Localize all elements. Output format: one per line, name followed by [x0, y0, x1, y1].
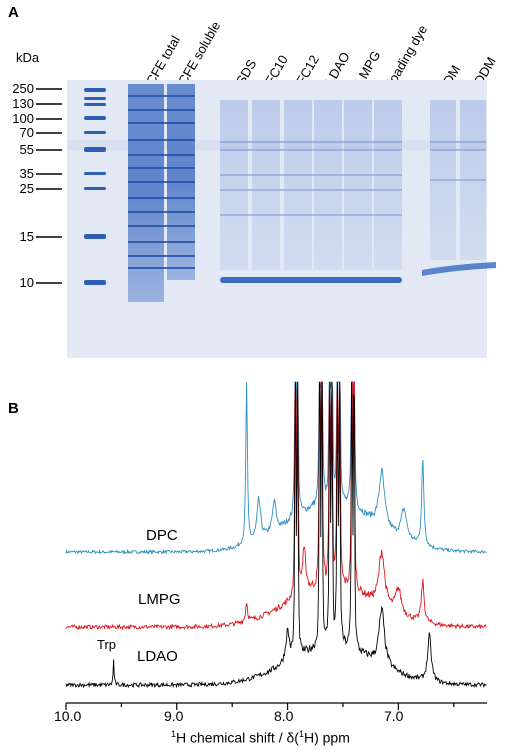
x-axis-ticks — [65, 703, 455, 710]
mw-label-10: 10 — [19, 275, 34, 290]
trp-annotation: Trp — [97, 637, 117, 652]
xtick-label-8: 8.0 — [274, 708, 294, 724]
lane-cfe-total — [128, 84, 164, 302]
mw-label-25: 25 — [19, 181, 34, 196]
trace-label-lmpg: LMPG — [138, 591, 181, 608]
mw-label-250: 250 — [12, 81, 34, 96]
kda-unit-label: kDa — [16, 50, 40, 65]
x-axis-label-tail: H) ppm — [303, 729, 350, 746]
trace-ldao — [65, 381, 487, 689]
ladder-lane — [84, 88, 106, 285]
mw-label-55: 55 — [19, 142, 34, 157]
mw-label-70: 70 — [19, 125, 34, 140]
trace-label-ldao: LDAO — [137, 648, 178, 665]
mw-label-35: 35 — [19, 166, 34, 181]
xtick-label-7: 7.0 — [384, 708, 404, 724]
trace-dpc — [65, 381, 487, 556]
mw-label-15: 15 — [19, 229, 34, 244]
detergent-faint-bands — [220, 141, 486, 216]
nmr-spectrum — [65, 381, 487, 710]
panel-a-letter: A — [8, 4, 19, 21]
gel-figure — [36, 80, 496, 358]
mw-label-130: 130 — [12, 96, 34, 111]
x-axis-label-sup1: 1 — [171, 729, 177, 739]
trace-lmpg — [65, 381, 487, 631]
protein-band-10kda — [220, 277, 402, 283]
nmr-traces — [65, 381, 487, 689]
mw-label-100: 100 — [12, 111, 34, 126]
xtick-label-10: 10.0 — [54, 708, 82, 724]
xtick-label-9: 9.0 — [164, 708, 184, 724]
protein-band-dm-ddm — [422, 262, 496, 276]
mw-tick-marks — [36, 88, 62, 284]
panel-b-letter: B — [8, 400, 19, 417]
detergent-lanes — [220, 100, 486, 270]
x-axis-label: 1H chemical shift / δ(1H) ppm — [171, 729, 350, 746]
x-axis-label-main: H chemical shift / δ( — [176, 729, 299, 746]
x-axis-label-sup2: 1 — [298, 729, 304, 739]
cfe-band-lines — [128, 95, 195, 269]
trace-label-dpc: DPC — [146, 527, 178, 544]
